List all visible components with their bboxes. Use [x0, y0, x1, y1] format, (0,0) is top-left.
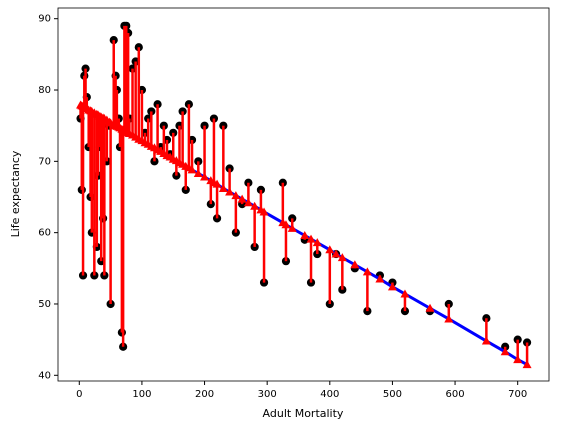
predicted	[243, 198, 253, 207]
y-tick-label: 90	[38, 14, 51, 25]
predicted	[306, 234, 316, 243]
predicted	[231, 191, 241, 200]
plot-frame	[57, 7, 550, 382]
predicted	[513, 355, 523, 364]
predicted	[300, 231, 310, 240]
x-tick-label: 200	[195, 389, 214, 400]
predicted	[225, 187, 235, 196]
predicted	[425, 303, 435, 312]
predicted	[362, 267, 372, 276]
predicted	[281, 220, 291, 229]
x-tick-label: 0	[76, 389, 82, 400]
predicted	[259, 207, 269, 216]
y-tick-label: 60	[38, 228, 51, 239]
predicted	[331, 249, 341, 258]
predicted	[522, 360, 532, 369]
predicted	[350, 260, 360, 269]
predicted	[312, 238, 322, 247]
x-tick-label: 400	[320, 389, 339, 400]
predicted	[375, 274, 385, 283]
y-axis-label: Life expectancy	[9, 150, 22, 237]
x-tick-label: 300	[258, 389, 277, 400]
y-tick-label: 50	[38, 299, 51, 310]
y-tick-label: 70	[38, 156, 51, 167]
y-tick-label: 80	[38, 85, 51, 96]
x-tick-label: 500	[383, 389, 402, 400]
predicted	[500, 347, 510, 356]
predicted	[287, 223, 297, 232]
x-tick-label: 600	[446, 389, 465, 400]
predicted	[187, 165, 197, 174]
predicted	[193, 168, 203, 177]
predicted	[200, 172, 210, 181]
x-axis-label: Adult Mortality	[263, 407, 344, 420]
predicted	[325, 245, 335, 254]
predicted	[250, 201, 260, 210]
x-tick-label: 100	[132, 389, 151, 400]
predicted	[444, 314, 454, 323]
predicted	[212, 179, 222, 188]
y-tick-label: 40	[38, 370, 51, 381]
predicted	[400, 289, 410, 298]
x-tick-label: 700	[508, 389, 527, 400]
predicted	[218, 183, 228, 192]
predicted	[337, 253, 347, 262]
predicted	[237, 194, 247, 203]
predicted	[481, 336, 491, 345]
predicted	[387, 282, 397, 291]
